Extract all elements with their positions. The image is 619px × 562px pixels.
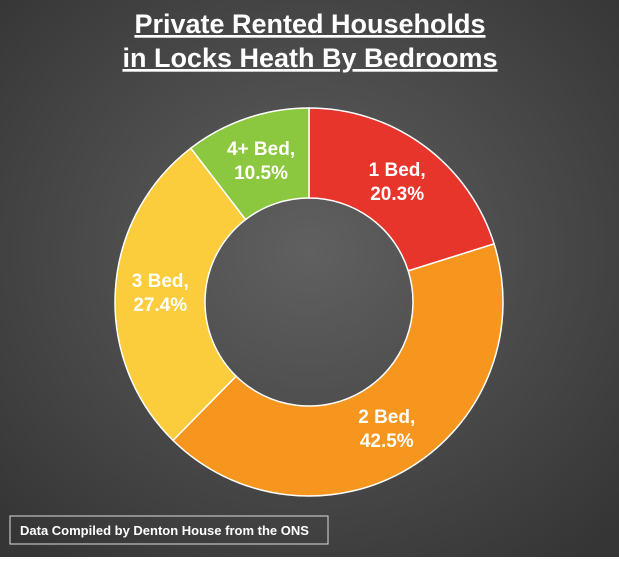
slice-value: 20.3% (370, 184, 424, 205)
slice-label: 1 Bed, (369, 160, 426, 181)
slice (171, 242, 504, 497)
slice-value: 10.5% (234, 163, 288, 184)
slice (189, 107, 310, 221)
slice-label: 3 Bed, (132, 271, 189, 292)
chart-title: Private Rented Households (134, 9, 485, 39)
slice (308, 107, 496, 272)
source-box (9, 515, 329, 545)
slice (114, 147, 247, 442)
source-note: Data Compiled by Denton House from the O… (20, 523, 309, 538)
slice-value: 42.5% (360, 431, 414, 452)
slice-value: 27.4% (133, 295, 187, 316)
chart-title: in Locks Heath By Bedrooms (122, 43, 497, 73)
slice-label: 2 Bed, (358, 407, 415, 428)
slice-label: 4+ Bed, (227, 139, 295, 160)
donut: 1 Bed, 20.3% 2 Bed, 42.5% 3 Bed, 27.4% 4+ Bed,… (114, 107, 504, 497)
